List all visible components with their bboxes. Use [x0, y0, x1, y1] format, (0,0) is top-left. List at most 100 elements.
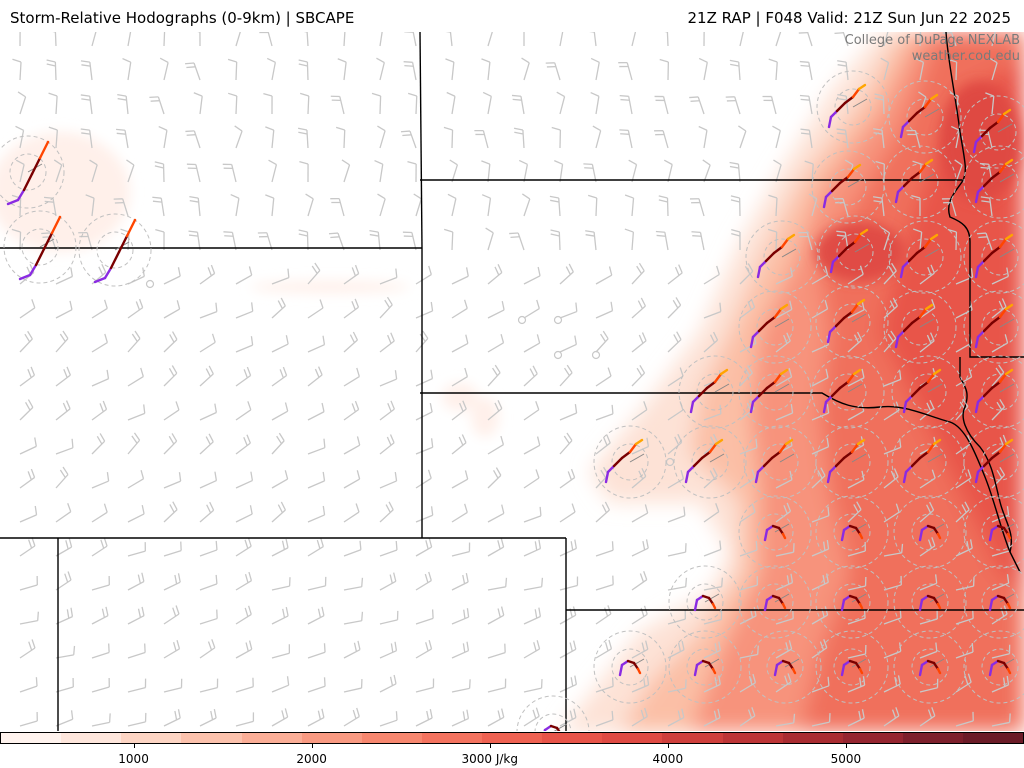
hodograph[interactable] [963, 290, 1024, 364]
hodograph[interactable] [743, 425, 817, 499]
wind-barb [235, 266, 253, 285]
colorbar-segment [842, 733, 903, 743]
wind-barb [847, 368, 865, 387]
hodograph[interactable] [815, 425, 889, 499]
hodograph[interactable] [678, 355, 752, 429]
hodograph[interactable] [891, 425, 965, 499]
wind-barb [595, 575, 614, 591]
calm-wind-circle [553, 350, 563, 360]
hodograph[interactable] [888, 80, 962, 154]
wind-barb [127, 267, 145, 285]
hodograph[interactable] [668, 565, 742, 639]
wind-barb [155, 229, 165, 251]
hodograph[interactable] [963, 630, 1024, 704]
wind-barb [379, 32, 383, 47]
storm-motion-arrow [714, 383, 730, 393]
hodograph[interactable] [816, 70, 890, 144]
wind-barb [91, 32, 97, 47]
hodograph[interactable] [815, 630, 889, 704]
hodograph[interactable] [818, 215, 892, 289]
storm-motion-arrow [999, 453, 1015, 463]
hodograph[interactable] [668, 630, 742, 704]
wind-barb [415, 678, 435, 693]
hodograph[interactable] [745, 220, 819, 294]
hodographs[interactable] [0, 70, 1024, 731]
wind-barb [163, 300, 181, 319]
wind-barb [307, 643, 326, 659]
map-canvas[interactable] [0, 32, 1024, 731]
colorbar-segment [482, 733, 543, 743]
wind-barb [883, 707, 900, 727]
wind-barb [307, 576, 327, 591]
wind-barb [689, 198, 705, 217]
storm-motion-arrow [704, 593, 720, 603]
hodograph[interactable] [78, 213, 152, 287]
wind-barb [631, 605, 648, 625]
hodograph[interactable] [963, 355, 1024, 429]
hodograph[interactable] [738, 495, 812, 569]
wind-barb [451, 267, 469, 285]
colorbar-tick [311, 744, 313, 748]
wind-barb [595, 367, 612, 387]
wind-barb [298, 229, 309, 251]
hodograph[interactable] [815, 495, 889, 569]
hodograph[interactable] [961, 95, 1024, 169]
wind-barb [199, 639, 216, 659]
wind-barb [379, 641, 398, 659]
wind-barb [631, 539, 649, 557]
hodograph[interactable] [673, 425, 747, 499]
hodograph[interactable] [593, 630, 667, 704]
hodograph[interactable] [888, 220, 962, 294]
hodograph[interactable] [963, 565, 1024, 639]
border-mn-west [945, 32, 1024, 358]
hodograph[interactable] [738, 290, 812, 364]
hodograph[interactable] [815, 565, 889, 639]
wind-barb [703, 331, 719, 353]
hodograph[interactable] [593, 425, 667, 499]
wind-barb [268, 159, 278, 183]
hodograph[interactable] [811, 355, 885, 429]
wind-barb [487, 538, 505, 557]
wind-barb [55, 503, 72, 523]
storm-motion-arrow [854, 243, 870, 253]
hodograph[interactable] [0, 135, 65, 209]
wind-barb [481, 58, 491, 81]
wind-barb [335, 126, 346, 149]
hodograph[interactable] [963, 495, 1024, 569]
wind-barb [330, 197, 345, 217]
hodograph[interactable] [883, 290, 957, 364]
wind-barb [667, 679, 687, 693]
wind-barb [223, 231, 237, 251]
hodograph[interactable] [815, 285, 889, 359]
hodograph[interactable] [963, 220, 1024, 294]
wind-barb [559, 404, 578, 421]
wind-barb [371, 92, 382, 115]
border-ia-west [959, 357, 1012, 553]
hodograph[interactable] [883, 145, 957, 219]
hodograph[interactable] [963, 425, 1024, 499]
wind-barb [523, 640, 541, 659]
wind-barb [163, 401, 180, 421]
map-panel[interactable]: College of DuPage NEXLAB weather.cod.edu [0, 32, 1024, 731]
hodograph[interactable] [893, 565, 967, 639]
wind-barb [369, 229, 381, 251]
wind-barb [739, 364, 753, 387]
wind-barb [955, 501, 970, 523]
storm-motion-arrow [919, 318, 935, 328]
wind-barb [55, 330, 69, 353]
hodograph[interactable] [738, 355, 812, 429]
hodograph[interactable] [738, 565, 812, 639]
storm-motion-arrow [847, 383, 863, 393]
hodograph[interactable] [748, 630, 822, 704]
hodograph[interactable] [516, 695, 590, 731]
wind-barb [912, 228, 923, 251]
hodograph[interactable] [893, 630, 967, 704]
hodograph[interactable] [3, 210, 77, 284]
hodograph[interactable] [811, 150, 885, 224]
wind-barb [906, 129, 921, 149]
wind-barb [80, 60, 93, 81]
hodograph[interactable] [963, 145, 1024, 219]
wind-barb [19, 611, 40, 625]
wind-barb [487, 400, 503, 421]
hodograph[interactable] [893, 495, 967, 569]
